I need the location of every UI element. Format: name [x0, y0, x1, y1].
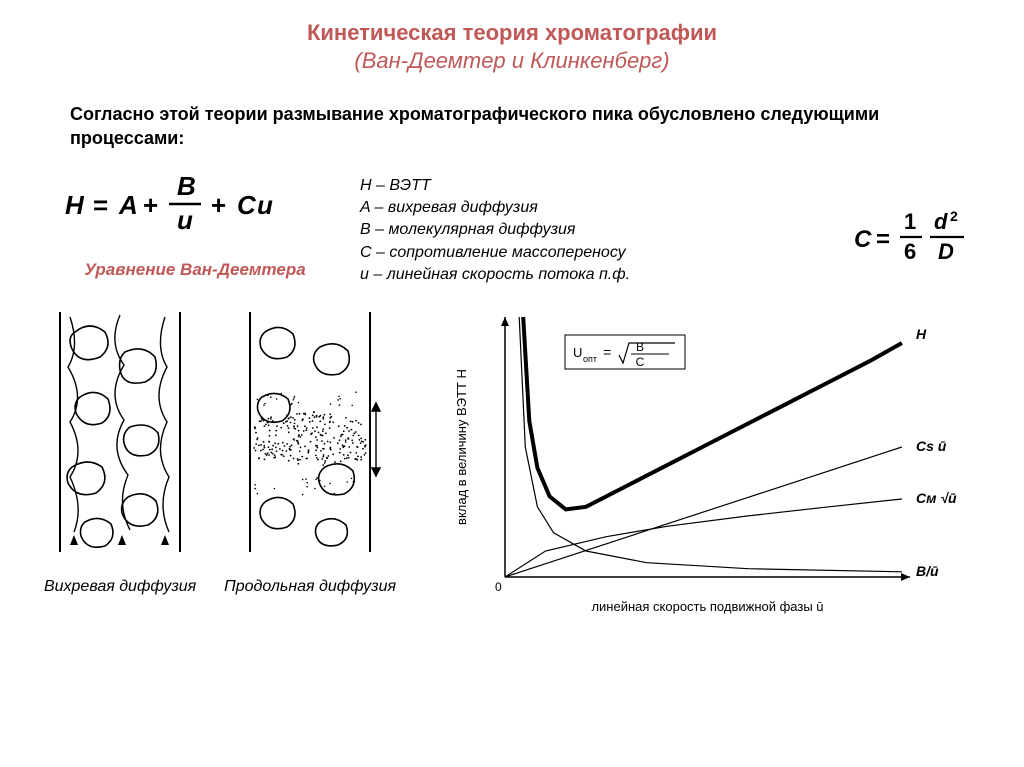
svg-text:H: H [65, 190, 85, 220]
legend-item: u – линейная скорость потока п.ф. [360, 264, 854, 286]
diagram-row: Вихревая диффузия Продольная диффузия H C… [30, 307, 994, 622]
title-sub: (Ван-Деемтер и Клинкенберг) [30, 48, 994, 74]
svg-text:6: 6 [904, 239, 916, 264]
svg-text:Cs ū: Cs ū [916, 438, 947, 454]
svg-text:опт: опт [583, 354, 597, 364]
svg-text:C: C [237, 190, 257, 220]
legend: H – ВЭТТ A – вихревая диффузия B – молек… [360, 169, 854, 287]
svg-text:=: = [876, 226, 890, 253]
svg-text:C: C [636, 355, 645, 369]
svg-text:вклад в величину ВЭТТ H: вклад в величину ВЭТТ H [454, 369, 469, 525]
svg-text:=: = [603, 344, 611, 360]
svg-text:D: D [938, 239, 954, 264]
tube-left-label: Вихревая диффузия [44, 578, 196, 596]
svg-text:+: + [143, 190, 158, 220]
van-deemter-chart: H Cs ū Cм √ū B/ū 0 линейная скорость подвижно… [410, 307, 994, 622]
title-main: Кинетическая теория хроматографии [30, 20, 994, 46]
svg-text:B/ū: B/ū [916, 562, 939, 578]
svg-text:U: U [573, 345, 582, 360]
svg-text:0: 0 [495, 580, 502, 594]
svg-text:u: u [257, 190, 273, 220]
svg-text:A: A [118, 190, 138, 220]
c-equation: C = 1 6 d 2 D [854, 169, 994, 274]
svg-text:C: C [854, 226, 872, 253]
legend-item: A – вихревая диффузия [360, 197, 854, 219]
svg-text:B: B [636, 340, 644, 354]
svg-text:+: + [211, 190, 226, 220]
intro-text: Согласно этой теории размывание хроматог… [70, 102, 994, 151]
legend-item: C – сопротивление массопереносу [360, 242, 854, 264]
svg-text:Cм √ū: Cм √ū [916, 490, 957, 506]
svg-text:=: = [93, 190, 108, 220]
svg-text:B: B [177, 171, 196, 201]
title-block: Кинетическая теория хроматографии (Ван-Д… [30, 20, 994, 74]
svg-text:1: 1 [904, 209, 916, 234]
tubes-svg [30, 307, 400, 567]
svg-text:2: 2 [950, 209, 958, 224]
svg-text:u: u [177, 205, 193, 235]
legend-item: B – молекулярная диффузия [360, 219, 854, 241]
tube-right-label: Продольная диффузия [224, 578, 396, 596]
svg-text:линейная скорость подвижной фа: линейная скорость подвижной фазы ū [591, 599, 823, 614]
chart-svg: H Cs ū Cм √ū B/ū 0 линейная скорость подвижно… [450, 307, 970, 617]
legend-item: H – ВЭТТ [360, 175, 854, 197]
equation-svg: H = A + B u + C u [65, 169, 325, 239]
tubes: Вихревая диффузия Продольная диффузия [30, 307, 410, 596]
equation-label: Уравнение Ван-Деемтера [30, 260, 360, 280]
equation-row: H = A + B u + C u Уравнение Ван-Деемтера… [30, 169, 994, 287]
svg-text:H: H [916, 326, 927, 342]
svg-text:d: d [934, 209, 948, 234]
main-equation: H = A + B u + C u Уравнение Ван-Деемтера [30, 169, 360, 280]
tube-labels: Вихревая диффузия Продольная диффузия [30, 578, 410, 596]
